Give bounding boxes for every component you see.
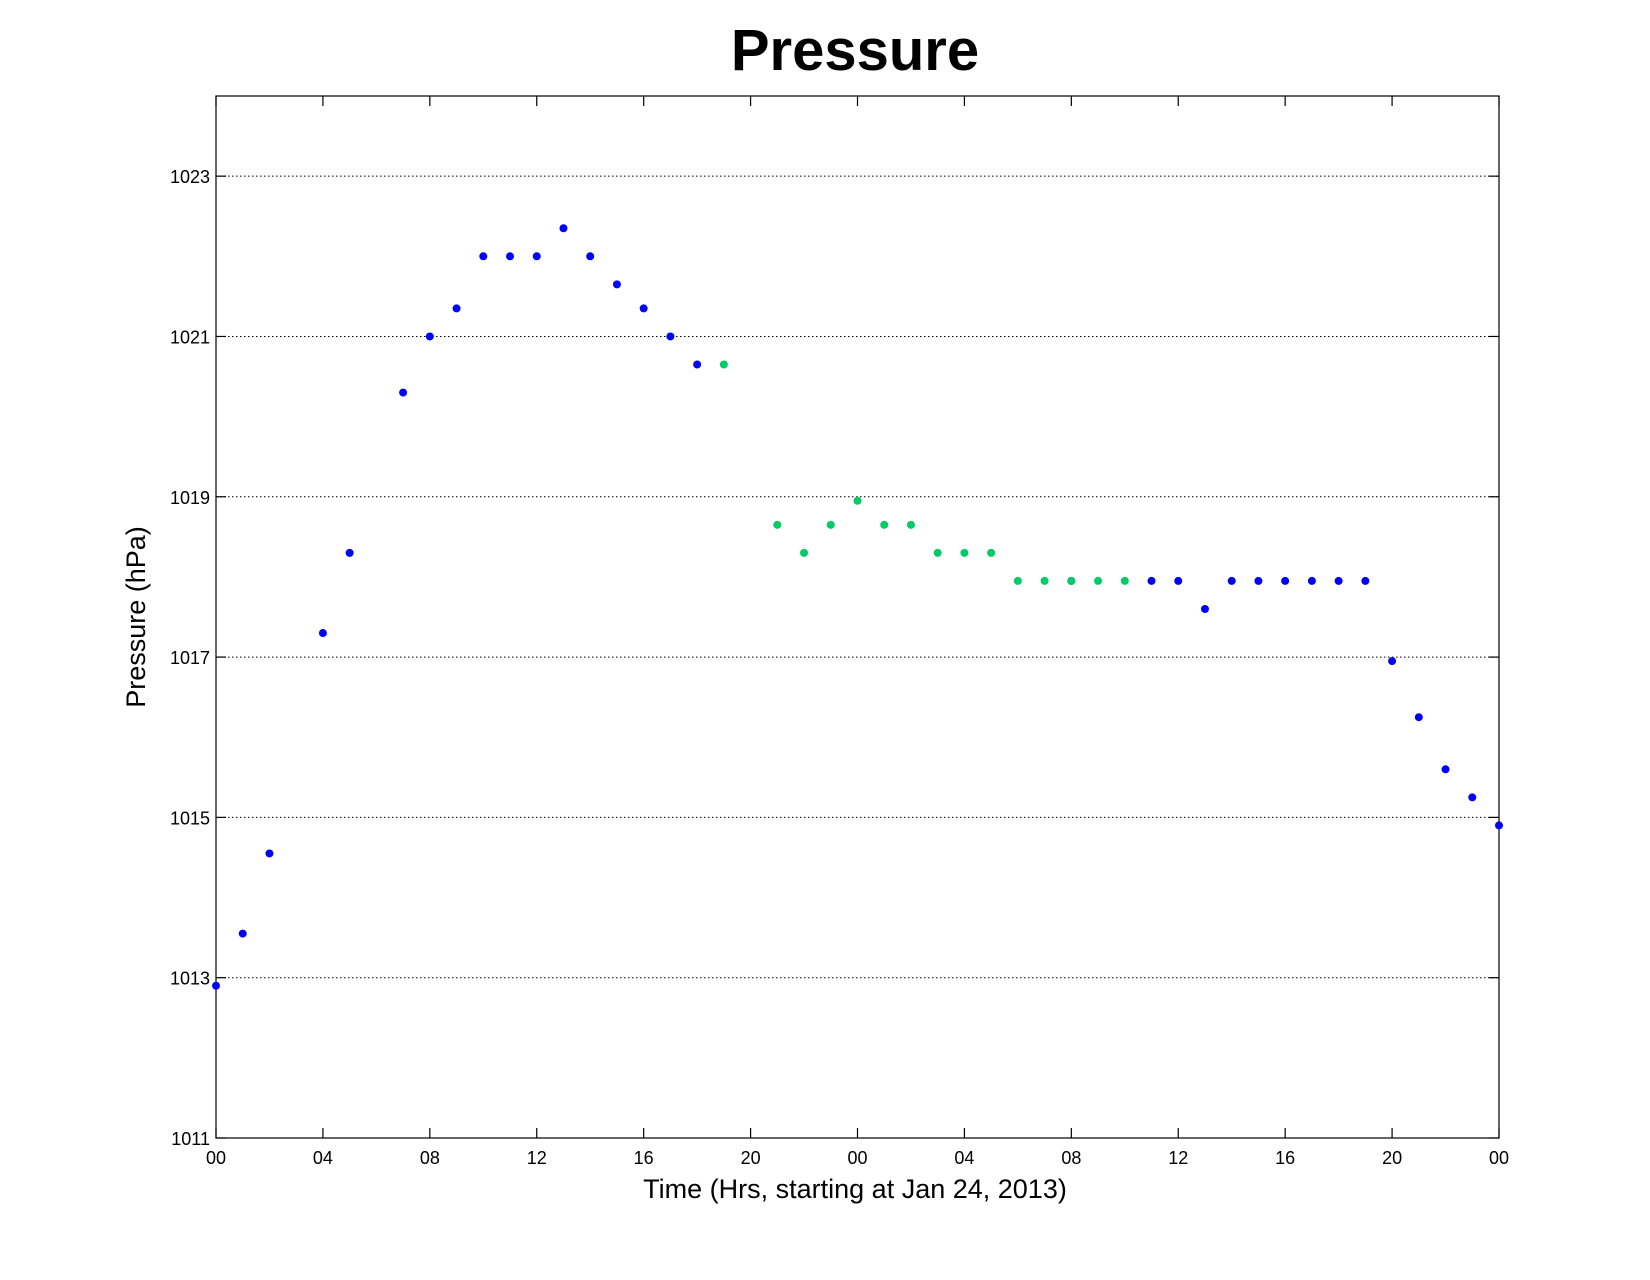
data-point-green (800, 548, 809, 557)
x-tick-label: 04 (313, 1148, 333, 1168)
data-point-blue (666, 332, 675, 341)
data-point-blue (693, 360, 702, 369)
data-point-blue (1388, 657, 1397, 666)
x-tick-label: 12 (1168, 1148, 1188, 1168)
y-tick-label: 1015 (170, 808, 210, 828)
data-point-blue (639, 304, 648, 313)
data-point-blue (1307, 576, 1316, 585)
data-point-blue (1441, 765, 1450, 774)
data-point-blue (212, 981, 220, 990)
data-point-green (880, 520, 889, 529)
data-point-green (719, 360, 728, 369)
data-point-green (1094, 576, 1103, 585)
x-axis-label: Time (Hrs, starting at Jan 24, 2013) (643, 1174, 1067, 1204)
data-point-blue (1254, 576, 1263, 585)
data-point-blue (345, 548, 354, 557)
data-point-blue (612, 280, 621, 289)
data-point-green (1013, 576, 1022, 585)
data-point-blue (1334, 576, 1343, 585)
data-point-green (906, 520, 915, 529)
data-point-green (1067, 576, 1076, 585)
axis-ticks: 1011 1013 1015 1017 1019 1021 1023 00 04 08 12 16 20… (170, 96, 1509, 1168)
data-point-blue (1147, 576, 1156, 585)
y-tick-label: 1021 (170, 327, 210, 347)
data-point-blue (559, 224, 568, 233)
x-tick-label: 12 (527, 1148, 547, 1168)
x-tick-label: 16 (634, 1148, 654, 1168)
x-tick-label: 08 (420, 1148, 440, 1168)
data-point-blue (452, 304, 461, 313)
chart-title: Pressure (731, 18, 979, 83)
data-point-blue (506, 252, 515, 261)
y-tick-label: 1019 (170, 488, 210, 508)
y-tick-label: 1017 (170, 648, 210, 668)
x-tick-label: 00 (847, 1148, 867, 1168)
x-tick-label: 00 (1489, 1148, 1509, 1168)
data-point-blue (425, 332, 434, 341)
x-tick-label: 00 (206, 1148, 226, 1168)
data-point-green (826, 520, 835, 529)
data-point-blue (1227, 576, 1236, 585)
data-point-blue (238, 929, 247, 938)
data-point-blue (1174, 576, 1183, 585)
data-point-blue (318, 629, 327, 638)
data-point-blue (1200, 604, 1209, 613)
data-point-green (773, 520, 782, 529)
data-point-blue (265, 849, 274, 858)
x-tick-label: 20 (1382, 1148, 1402, 1168)
x-tick-label: 16 (1275, 1148, 1295, 1168)
data-point-green (1040, 576, 1049, 585)
data-point-blue (479, 252, 488, 261)
data-point-green (987, 548, 996, 557)
data-point-blue (1468, 793, 1477, 802)
x-tick-label: 08 (1061, 1148, 1081, 1168)
plot-area-frame (215, 95, 1500, 1139)
data-point-blue (1361, 576, 1370, 585)
data-point-green (853, 496, 862, 505)
data-point-green (1120, 576, 1129, 585)
data-points (212, 224, 1503, 990)
x-tick-label: 04 (954, 1148, 974, 1168)
x-tick-label: 20 (741, 1148, 761, 1168)
data-point-blue (399, 388, 408, 397)
data-point-blue (1414, 713, 1423, 722)
data-point-blue (532, 252, 541, 261)
y-tick-label: 1013 (170, 969, 210, 989)
y-tick-label: 1011 (171, 1129, 210, 1149)
y-axis-label: Pressure (hPa) (121, 526, 151, 708)
data-point-blue (1281, 576, 1290, 585)
data-point-green (960, 548, 969, 557)
data-point-blue (586, 252, 595, 261)
data-point-blue (1495, 821, 1503, 830)
grid-lines (216, 175, 1499, 979)
y-tick-label: 1023 (170, 167, 210, 187)
data-point-green (933, 548, 942, 557)
